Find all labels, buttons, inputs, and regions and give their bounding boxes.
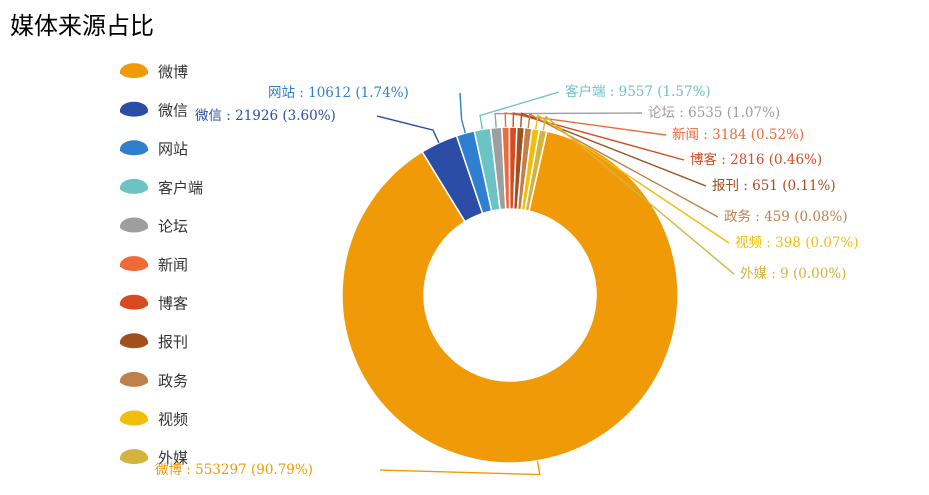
legend-label: 客户端 [158,179,203,197]
legend-swatch [120,104,148,117]
legend-swatch [120,143,148,156]
data-label: 论坛 : 6535 (1.07%) [648,105,780,121]
legend-swatch [120,259,148,271]
legend-label: 论坛 [158,217,188,235]
legend-swatch [120,452,148,464]
legend-label: 网站 [158,140,188,158]
donut-slice[interactable] [524,128,548,212]
legend-item[interactable]: 博客 [120,295,188,313]
donut-slices [341,126,679,464]
callout-line [527,112,719,218]
data-label: 新闻 : 3184 (0.52%) [672,127,804,143]
data-label: 微博 : 553297 (90.79%) [155,461,313,478]
data-label: 网站 : 10612 (1.74%) [268,85,409,101]
data-label: 客户端 : 9557 (1.57%) [565,83,711,100]
legend-item[interactable]: 政务 [120,372,188,390]
legend-swatch [120,181,148,194]
legend-label: 政务 [158,372,188,390]
callout-line [504,112,667,136]
callout-line [542,115,735,275]
legend-item[interactable]: 客户端 [120,179,203,197]
data-label: 政务 : 459 (0.08%) [724,209,848,225]
legend-label: 视频 [158,410,188,428]
chart-title: 媒体来源占比 [10,12,154,40]
legend-label: 新闻 [158,256,188,274]
callout-line [459,92,466,134]
legend-item[interactable]: 视频 [120,410,188,428]
data-label: 报刊 : 651 (0.11%) [712,178,836,194]
legend-label: 博客 [158,295,188,313]
callout-line [520,112,707,187]
data-label: 视频 : 398 (0.07%) [735,235,859,251]
legend-item[interactable]: 微信 [120,102,188,120]
legend-swatch [120,413,148,426]
data-label: 微信 : 21926 (3.60%) [195,108,336,124]
callout-line [535,113,730,244]
data-label: 外媒 : 9 (0.00%) [740,266,846,282]
legend-swatch [120,66,148,78]
legend-swatch [120,220,148,233]
legend-swatch [120,374,148,387]
legend-item[interactable]: 微博 [120,63,188,81]
callout-line [376,115,440,144]
data-label: 博客 : 2816 (0.46%) [690,151,822,168]
legend-item[interactable]: 报刊 [120,333,188,351]
legend-label: 微博 [158,63,188,81]
donut-slice[interactable] [341,130,679,464]
legend-swatch [120,336,148,349]
callout-line [379,460,541,476]
callout-line [512,112,685,161]
callout-line [479,91,560,130]
legend-swatch [120,297,148,310]
legend-item[interactable]: 网站 [120,140,188,158]
legend-item[interactable]: 论坛 [120,217,188,235]
legend-label: 微信 [158,102,188,120]
callout-line [494,112,643,128]
legend-item[interactable]: 新闻 [120,256,188,274]
legend-item[interactable]: 外媒 [120,449,188,467]
callouts: 微博 : 553297 (90.79%) 微信 : 21926 (3.60%) 网站… [155,83,859,478]
legend-label: 外媒 [158,449,188,467]
legend-label: 报刊 [158,333,188,351]
